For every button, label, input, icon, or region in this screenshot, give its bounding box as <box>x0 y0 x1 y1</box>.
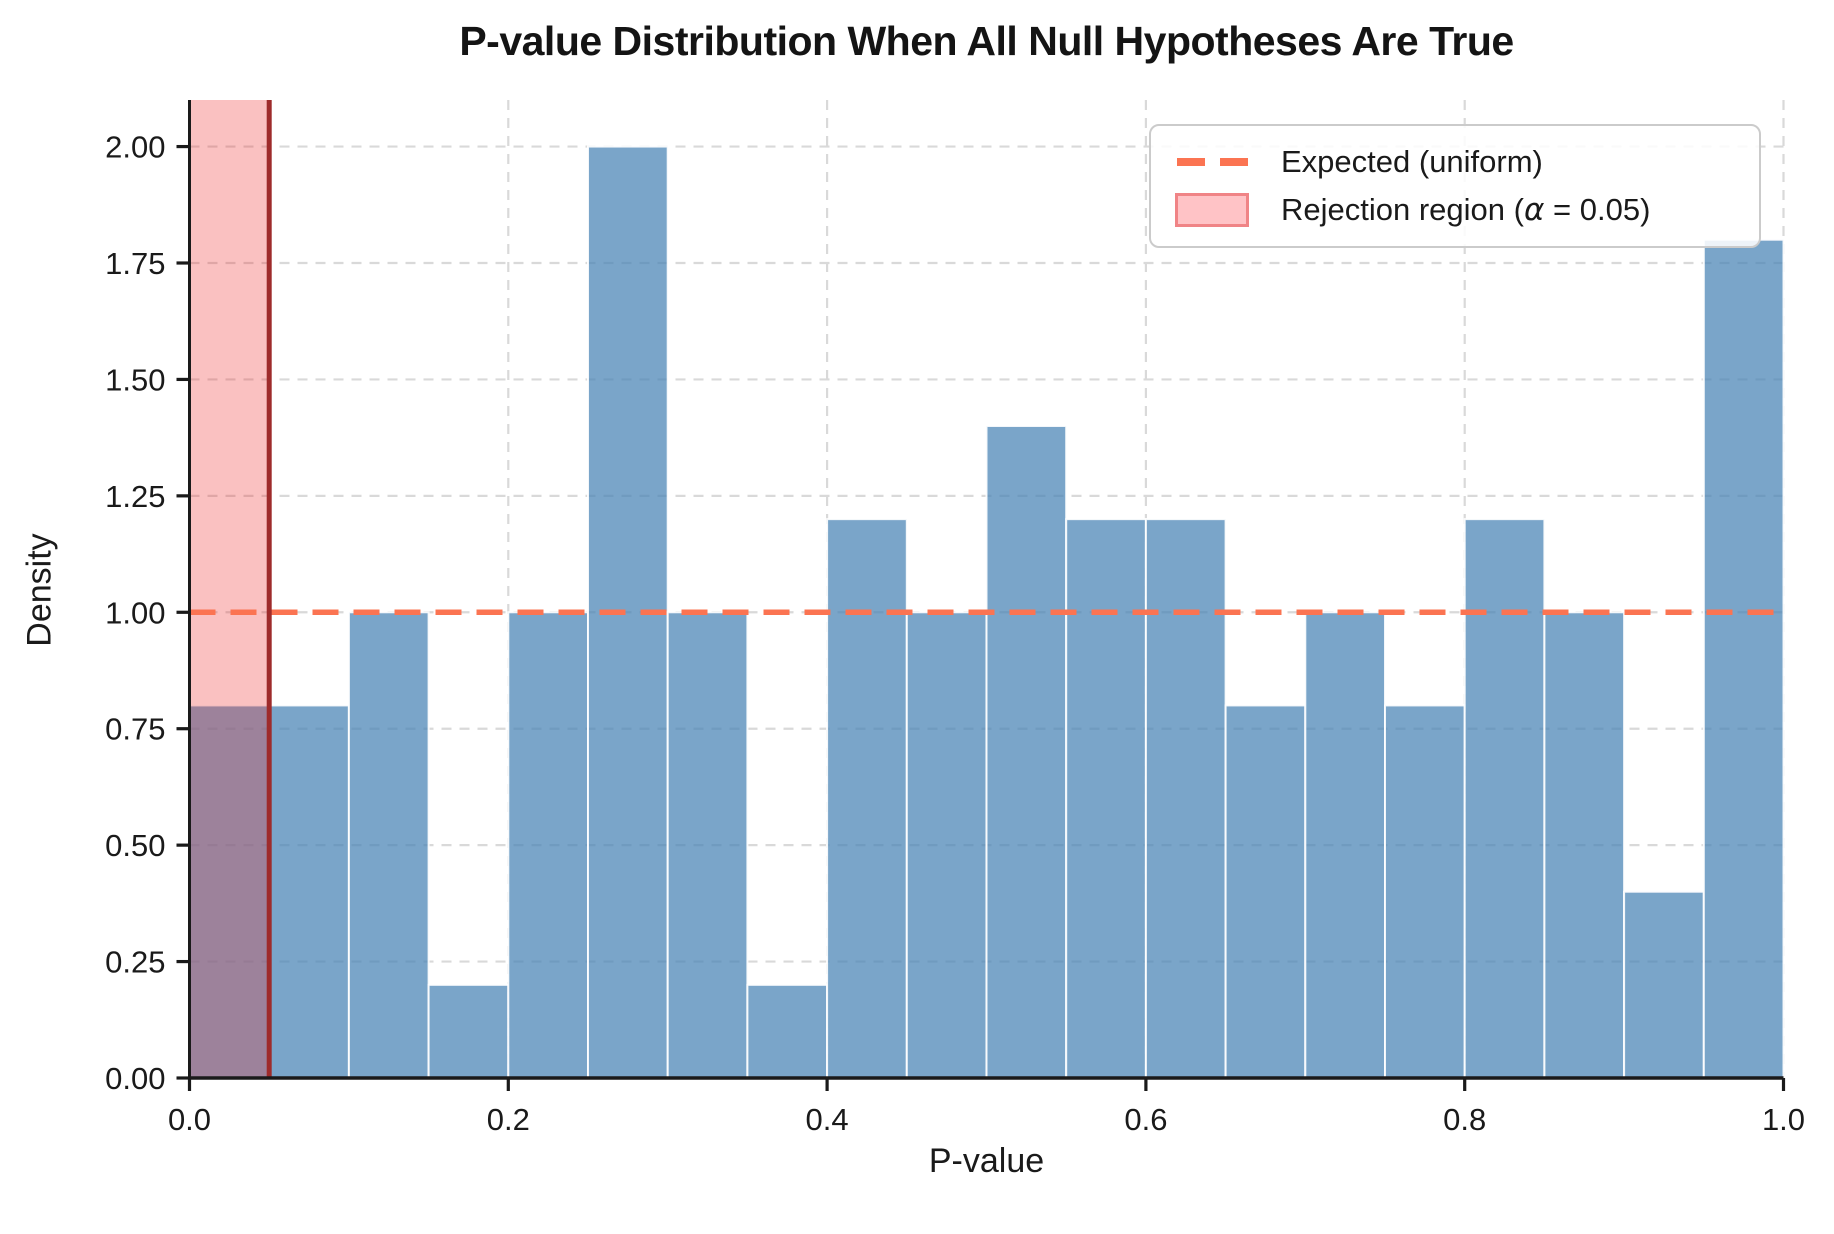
y-tick-label: 1.50 <box>105 362 165 397</box>
x-tick-label: 1.0 <box>1762 1102 1805 1137</box>
y-tick-label: 1.75 <box>105 246 165 281</box>
rejection-region <box>189 100 270 1078</box>
histogram-bar <box>427 983 510 1079</box>
histogram-bar <box>507 611 589 1079</box>
histogram-bar <box>985 425 1068 1079</box>
histogram-bar <box>1224 704 1307 1080</box>
histogram-bar <box>746 983 829 1079</box>
x-tick-label: 0.0 <box>168 1102 211 1137</box>
legend-label-expected: Expected (uniform) <box>1281 144 1543 179</box>
legend: Expected (uniform) Rejection region (α =… <box>1149 124 1761 248</box>
y-tick-label: 0.00 <box>105 1061 165 1096</box>
legend-item-rejection: Rejection region (α = 0.05) <box>1175 192 1735 228</box>
y-tick-label: 0.50 <box>105 828 165 863</box>
chart-title: P-value Distribution When All Null Hypot… <box>459 18 1514 64</box>
y-tick-label: 0.75 <box>105 712 165 747</box>
x-tick-label: 0.6 <box>1124 1102 1167 1137</box>
alpha-symbol: α <box>1523 192 1545 228</box>
y-tick-label: 2.00 <box>105 130 165 165</box>
x-tick-label: 0.2 <box>487 1102 530 1137</box>
dashed-line-swatch <box>1175 156 1255 168</box>
histogram-bar <box>1065 518 1147 1079</box>
histogram-bar <box>1463 518 1546 1079</box>
histogram-bar <box>826 518 908 1079</box>
histogram-bar <box>1543 611 1626 1079</box>
histogram-bar <box>905 611 988 1079</box>
histogram-bar <box>1384 704 1466 1080</box>
histogram-bar <box>1623 890 1705 1080</box>
y-tick-label: 0.25 <box>105 945 165 980</box>
rejection-patch-swatch <box>1175 193 1255 227</box>
histogram-bar <box>1144 518 1227 1079</box>
histogram-bar <box>347 611 430 1079</box>
histogram-bar <box>1304 611 1387 1079</box>
x-tick-label: 0.4 <box>806 1102 849 1137</box>
histogram-bar <box>1702 238 1785 1079</box>
legend-item-expected: Expected (uniform) <box>1175 144 1735 180</box>
y-tick-label: 1.25 <box>105 479 165 514</box>
x-tick-label: 0.8 <box>1443 1102 1486 1137</box>
legend-label-rejection: Rejection region (α = 0.05) <box>1281 192 1651 228</box>
histogram-bar <box>666 611 749 1079</box>
x-axis-label: P-value <box>928 1142 1045 1180</box>
histogram-bar <box>268 704 350 1080</box>
y-tick-label: 1.00 <box>105 595 165 630</box>
